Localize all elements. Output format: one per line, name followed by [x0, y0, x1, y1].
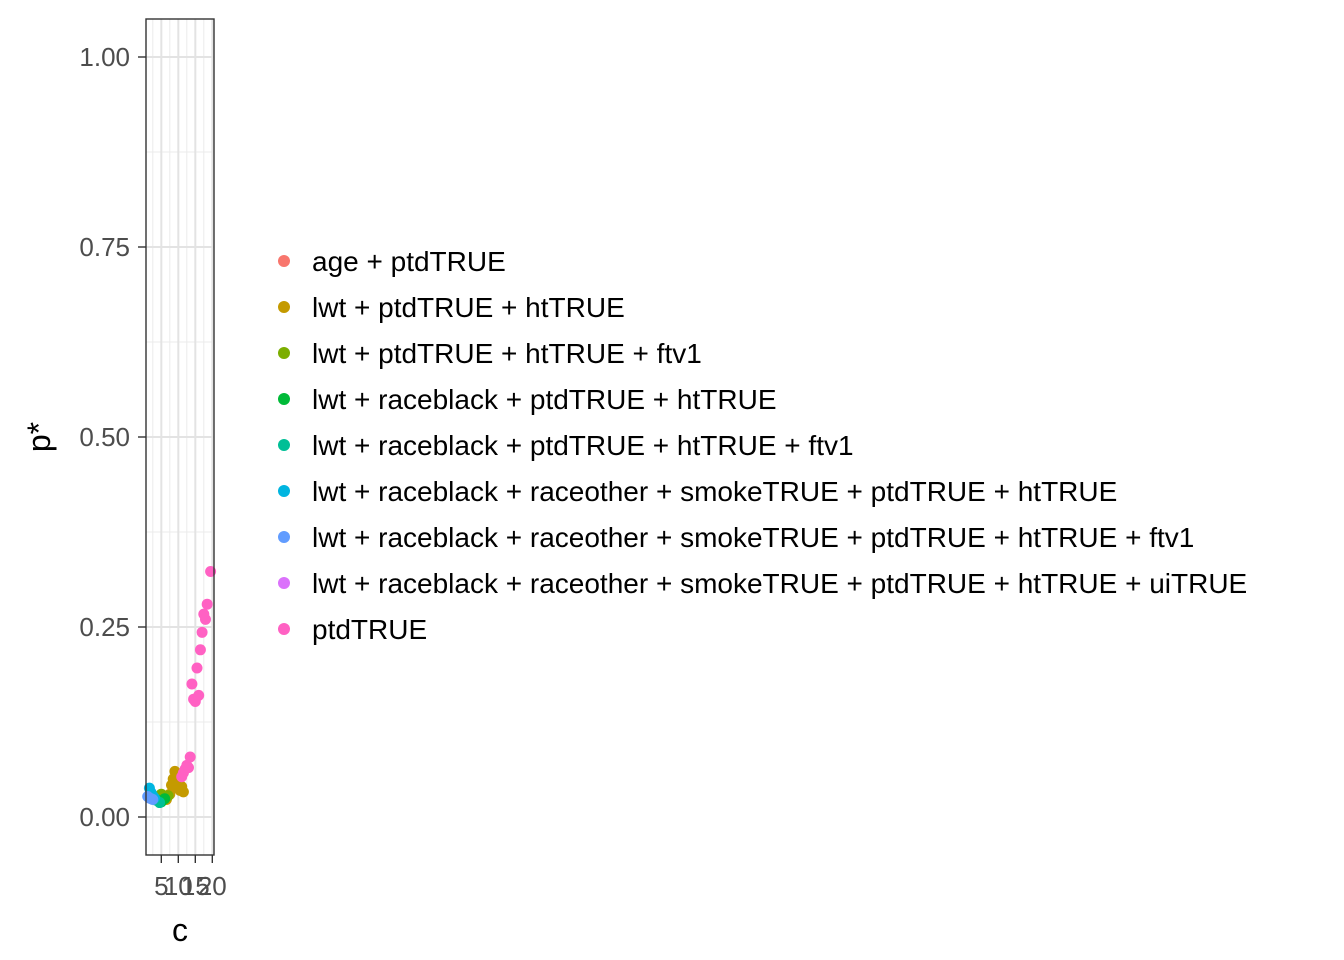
y-axis: 0.00 0.25 0.50 0.75 1.00 — [79, 42, 146, 832]
legend-label: lwt + ptdTRUE + htTRUE + ftv1 — [312, 338, 702, 369]
data-point — [200, 613, 211, 625]
data-point — [186, 678, 198, 690]
data-point — [194, 644, 206, 656]
legend-label: lwt + raceblack + ptdTRUE + htTRUE — [312, 384, 777, 415]
y-tick-label: 1.00 — [79, 42, 130, 72]
y-axis-title: p* — [21, 422, 57, 452]
legend-key — [278, 301, 290, 313]
x-tick-label: 20 — [198, 871, 227, 901]
data-point — [177, 786, 189, 798]
legend-key — [278, 439, 290, 451]
x-tick-label: 5 — [154, 871, 168, 901]
legend-key — [278, 347, 290, 359]
legend-label: lwt + raceblack + raceother + smokeTRUE … — [312, 476, 1117, 507]
legend-label: lwt + ptdTRUE + htTRUE — [312, 292, 625, 323]
legend-key — [278, 623, 290, 635]
y-tick-label: 0.50 — [79, 422, 130, 452]
legend-key — [278, 255, 290, 267]
data-point — [196, 626, 208, 638]
legend-key — [278, 531, 290, 543]
legend-label: ptdTRUE — [312, 614, 427, 645]
data-point — [201, 598, 213, 610]
data-point — [191, 662, 203, 674]
data-point — [147, 794, 159, 806]
legend-label: age + ptdTRUE — [312, 246, 506, 277]
data-point — [184, 751, 196, 763]
x-axis-title: c — [172, 912, 188, 948]
y-tick-label: 0.75 — [79, 232, 130, 262]
legend: age + ptdTRUE lwt + ptdTRUE + htTRUE lwt +… — [278, 246, 1247, 645]
y-tick-label: 0.25 — [79, 612, 130, 642]
data-point — [183, 762, 194, 774]
legend-key — [278, 577, 290, 589]
y-tick-label: 0.00 — [79, 802, 130, 832]
legend-key — [278, 485, 290, 497]
data-point — [193, 689, 205, 701]
legend-key — [278, 393, 290, 405]
legend-label: lwt + raceblack + raceother + smokeTRUE … — [312, 568, 1247, 599]
legend-label: lwt + raceblack + ptdTRUE + htTRUE + ftv… — [312, 430, 854, 461]
x-tick-label: 10 — [164, 871, 193, 901]
x-tick-label: 15 — [181, 871, 210, 901]
major-grid — [146, 19, 214, 855]
legend-label: lwt + raceblack + raceother + smokeTRUE … — [312, 522, 1194, 553]
